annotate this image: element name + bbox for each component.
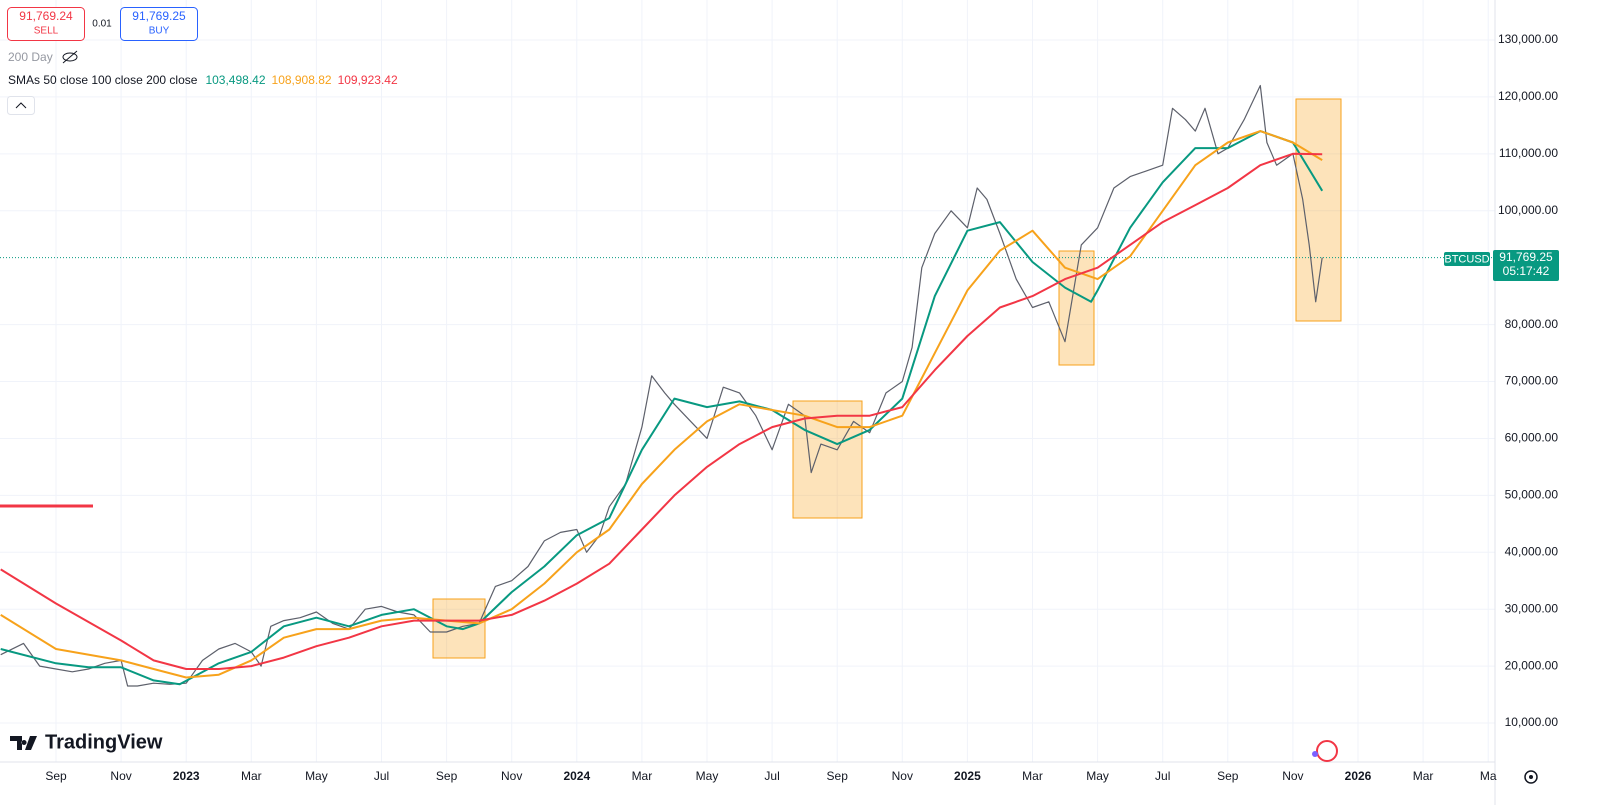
- x-tick-label: Jul: [1155, 769, 1170, 783]
- y-tick-label: 110,000.00: [1499, 146, 1558, 160]
- y-tick-label: 80,000.00: [1505, 317, 1559, 331]
- y-tick-label: 10,000.00: [1505, 715, 1559, 729]
- grid: [0, 0, 1495, 762]
- x-tick-label: 2025: [954, 769, 981, 783]
- x-tick-label: Sep: [827, 769, 849, 783]
- settings-icon[interactable]: [1524, 770, 1538, 784]
- hidden-icon[interactable]: [62, 50, 78, 64]
- y-tick-label: 60,000.00: [1505, 431, 1559, 445]
- y-tick-label: 100,000.00: [1498, 203, 1558, 217]
- buy-label: BUY: [149, 26, 170, 37]
- x-tick-label: May: [305, 769, 328, 783]
- y-tick-label: 70,000.00: [1505, 374, 1559, 388]
- x-tick-label: Sep: [45, 769, 67, 783]
- x-tick-label: Nov: [892, 769, 913, 783]
- x-tick-label: 2026: [1345, 769, 1372, 783]
- x-tick-label: Jul: [374, 769, 389, 783]
- x-tick-label: Mar: [1022, 769, 1043, 783]
- y-tick-label: 30,000.00: [1505, 601, 1559, 615]
- sell-price: 91,769.24: [19, 9, 73, 23]
- sell-button[interactable]: [7, 7, 85, 41]
- y-tick-label: 120,000.00: [1498, 89, 1558, 103]
- x-tick-label: Nov: [501, 769, 522, 783]
- drawing-box: [792, 400, 863, 519]
- price-line: [0, 84, 1323, 687]
- legend-value: 108,908.82: [272, 73, 332, 87]
- x-tick-label: Mar: [632, 769, 653, 783]
- symbol-tag: [1444, 252, 1490, 266]
- y-tick-label: 20,000.00: [1505, 658, 1559, 672]
- x-tick-label: May: [696, 769, 719, 783]
- collapse-button[interactable]: [7, 96, 35, 115]
- sma-line: [0, 130, 1323, 679]
- x-tick-label: Sep: [1217, 769, 1239, 783]
- last-price: 91,769.25: [1499, 250, 1553, 264]
- drawing-box: [1295, 98, 1342, 322]
- spread: 0.01: [92, 19, 112, 30]
- indicator-name: 200 Day: [8, 50, 53, 64]
- flag-icon[interactable]: [1312, 740, 1338, 762]
- legend-title: SMAs 50 close 100 close 200 close: [8, 73, 198, 87]
- sell-label: SELL: [34, 26, 59, 37]
- x-tick-label: Sep: [436, 769, 458, 783]
- brand: TradingView: [45, 731, 163, 753]
- y-tick-label: 50,000.00: [1505, 488, 1559, 502]
- x-tick-label: 2024: [563, 769, 590, 783]
- legend-value: 109,923.42: [338, 73, 398, 87]
- x-tick-label: 2023: [173, 769, 200, 783]
- buy-button[interactable]: [120, 7, 198, 41]
- legend-value: 103,498.42: [205, 73, 265, 87]
- tv-logo: [10, 736, 37, 750]
- y-tick-label: 40,000.00: [1505, 544, 1559, 558]
- price-tag: [1493, 250, 1559, 281]
- x-tick-label: Ma: [1480, 769, 1497, 783]
- symbol: BTCUSD: [1444, 253, 1489, 265]
- axes: 10,000.00 20,000.00 30,000.00 40,000.00 50,0…: [45, 32, 1558, 783]
- series: [0, 84, 1495, 687]
- x-tick-label: Nov: [110, 769, 131, 783]
- x-tick-label: Mar: [1413, 769, 1434, 783]
- x-tick-label: Mar: [241, 769, 262, 783]
- x-tick-label: Jul: [764, 769, 779, 783]
- countdown: 05:17:42: [1503, 264, 1550, 278]
- x-tick-label: May: [1086, 769, 1109, 783]
- chevron-icon: [15, 102, 27, 109]
- sma-line: [0, 152, 1323, 670]
- buy-price: 91,769.25: [132, 9, 186, 23]
- sma-line: [0, 130, 1324, 686]
- x-tick-label: Nov: [1282, 769, 1303, 783]
- y-tick-label: 130,000.00: [1498, 32, 1558, 46]
